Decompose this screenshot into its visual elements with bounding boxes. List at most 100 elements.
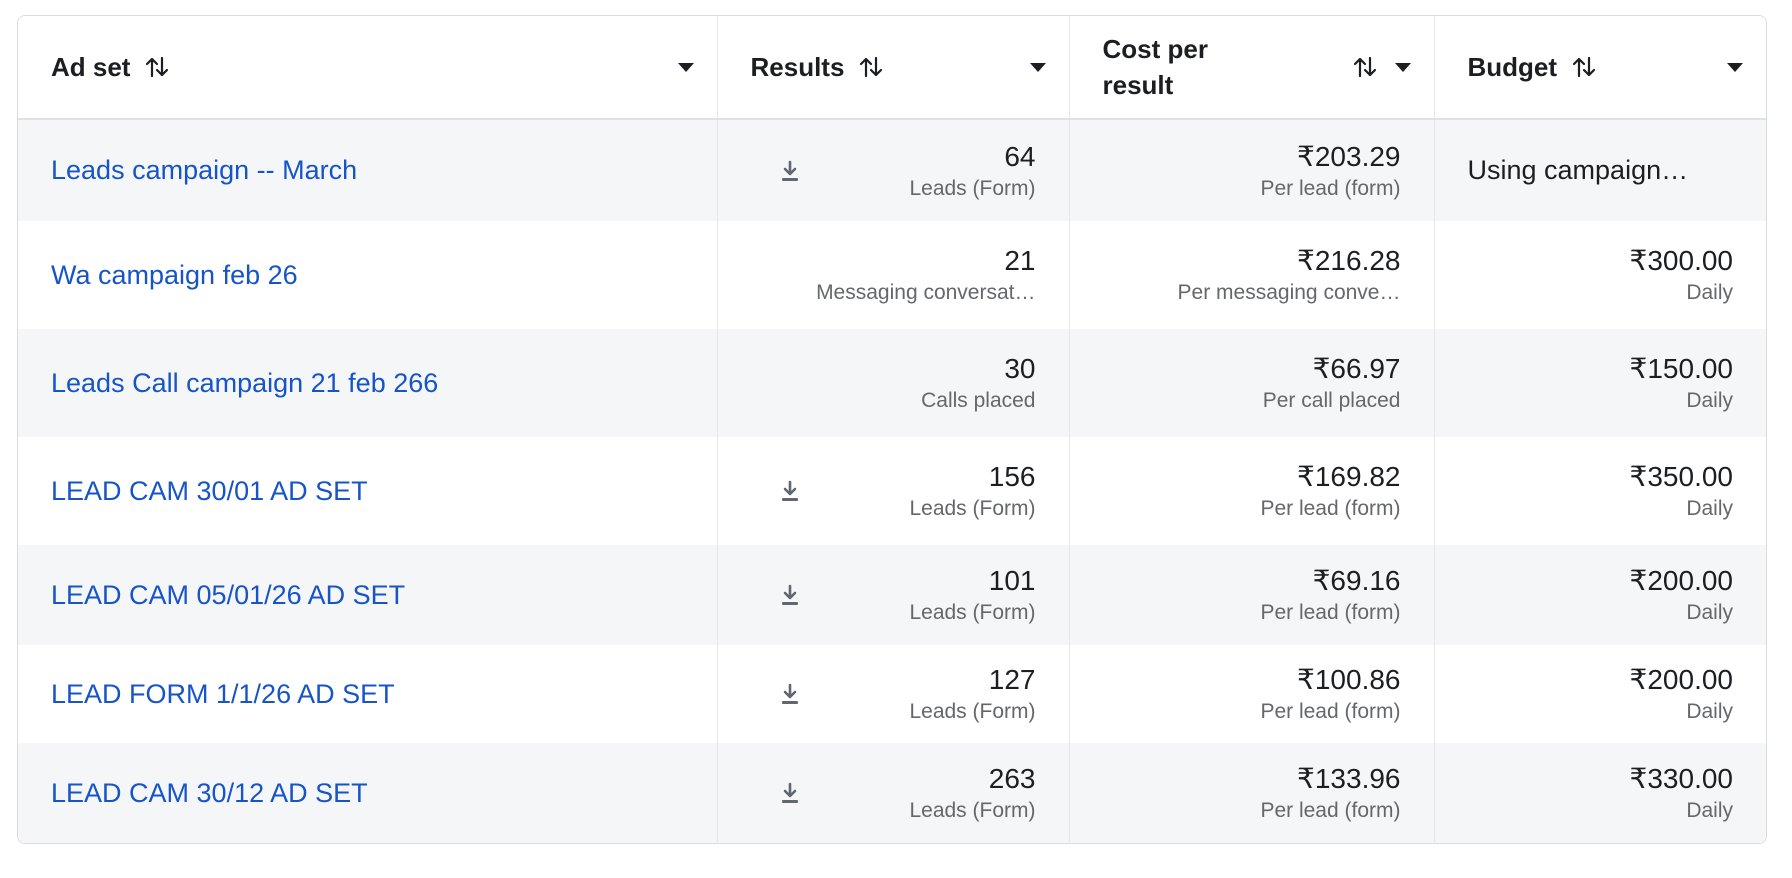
cost-cell: ₹100.86 Per lead (form) (1068, 645, 1434, 743)
cost-type: Per lead (form) (1260, 176, 1401, 200)
chevron-down-icon[interactable] (1726, 61, 1744, 73)
cost-value: ₹169.82 (1297, 461, 1401, 492)
result-type: Leads (Form) (909, 601, 1036, 624)
cost-cell: ₹69.16 Per lead (form) (1068, 545, 1434, 645)
column-header-cost-per-result[interactable]: Cost per result (1068, 16, 1434, 120)
ad-set-cell: Leads campaign -- March (18, 119, 717, 221)
cost-cell: ₹216.28 Per messaging conve… (1068, 221, 1434, 329)
column-header-results[interactable]: Results (716, 16, 1069, 120)
column-header-ad-set[interactable]: Ad set (18, 16, 717, 120)
budget-cell: Using campaign… (1433, 119, 1766, 221)
budget-value: ₹350.00 (1629, 461, 1733, 492)
table-row[interactable]: Leads Call campaign 21 feb 266 30 Calls … (18, 329, 1766, 437)
sort-icon[interactable] (1352, 54, 1378, 80)
results-cell: 64 Leads (Form) (716, 119, 1069, 221)
cost-value: ₹216.28 (1297, 245, 1401, 276)
ad-set-name-link[interactable]: Leads campaign -- March (51, 155, 358, 185)
budget-type: Daily (1686, 389, 1733, 412)
budget-cell: ₹350.00 Daily (1433, 437, 1766, 545)
cost-type: Per call placed (1262, 389, 1401, 412)
cost-cell: ₹66.97 Per call placed (1068, 329, 1434, 437)
budget-value: ₹330.00 (1629, 763, 1733, 794)
result-value: 30 (1004, 353, 1036, 384)
cost-cell: ₹133.96 Per lead (form) (1068, 743, 1434, 843)
cost-type: Per lead (form) (1260, 601, 1401, 624)
result-value: 127 (988, 664, 1036, 695)
budget-value: ₹200.00 (1629, 664, 1733, 695)
sort-icon[interactable] (144, 54, 170, 80)
chevron-down-icon[interactable] (677, 61, 695, 73)
result-value: 21 (1004, 245, 1036, 276)
cost-value: ₹203.29 (1297, 140, 1401, 172)
column-title: Ad set (51, 52, 131, 82)
ad-set-name-link[interactable]: LEAD CAM 05/01/26 AD SET (51, 579, 406, 610)
cost-cell: ₹169.82 Per lead (form) (1068, 437, 1434, 545)
results-cell: 21 Messaging conversat… (716, 221, 1069, 329)
budget-type: Daily (1686, 281, 1733, 304)
budget-type: Daily (1686, 497, 1733, 520)
download-icon[interactable] (779, 479, 801, 503)
results-cell: 30 Calls placed (716, 329, 1069, 437)
ad-set-cell: LEAD CAM 30/01 AD SET (18, 437, 717, 545)
result-type: Calls placed (921, 389, 1036, 412)
budget-value: ₹150.00 (1629, 353, 1733, 384)
cost-value: ₹100.86 (1297, 664, 1401, 695)
results-cell: 263 Leads (Form) (716, 743, 1069, 843)
ad-set-name-link[interactable]: Leads Call campaign 21 feb 266 (51, 367, 439, 398)
ad-set-cell: Leads Call campaign 21 feb 266 (18, 329, 717, 437)
budget-cell: ₹150.00 Daily (1433, 329, 1766, 437)
ad-set-cell: LEAD FORM 1/1/26 AD SET (18, 645, 717, 743)
results-cell: 101 Leads (Form) (716, 545, 1069, 645)
chevron-down-icon[interactable] (1394, 61, 1412, 73)
table-header-row: Ad set Results (18, 16, 1766, 120)
sort-icon[interactable] (858, 54, 884, 80)
download-icon[interactable] (779, 583, 801, 607)
budget-type: Daily (1686, 601, 1733, 624)
download-icon[interactable] (779, 781, 801, 805)
ad-set-cell: LEAD CAM 30/12 AD SET (18, 743, 717, 843)
chevron-down-icon[interactable] (1029, 61, 1047, 73)
cost-type: Per lead (form) (1260, 700, 1401, 723)
budget-value: ₹300.00 (1629, 245, 1733, 276)
results-cell: 127 Leads (Form) (716, 645, 1069, 743)
column-title: Results (750, 52, 845, 82)
download-icon[interactable] (779, 159, 801, 183)
table-row[interactable]: LEAD CAM 30/01 AD SET 156 Leads (Form) ₹… (18, 437, 1766, 545)
cost-type: Per lead (form) (1260, 799, 1401, 822)
ad-set-cell: LEAD CAM 05/01/26 AD SET (18, 545, 717, 645)
budget-cell: ₹330.00 Daily (1433, 743, 1766, 843)
cost-type: Per lead (form) (1260, 497, 1401, 520)
result-type: Leads (Form) (909, 700, 1036, 723)
column-title: Cost per result (1102, 34, 1208, 100)
ad-set-name-link[interactable]: LEAD FORM 1/1/26 AD SET (51, 678, 395, 709)
column-header-budget[interactable]: Budget (1433, 16, 1766, 120)
cost-type: Per messaging conve… (1177, 281, 1401, 304)
cost-value: ₹133.96 (1297, 763, 1401, 794)
cost-cell: ₹203.29 Per lead (form) (1068, 119, 1434, 221)
budget-type: Daily (1686, 799, 1733, 822)
budget-value: ₹200.00 (1629, 565, 1733, 596)
column-title: Budget (1467, 52, 1558, 82)
table-row[interactable]: LEAD CAM 05/01/26 AD SET 101 Leads (Form… (18, 545, 1766, 645)
ad-set-name-link[interactable]: Wa campaign feb 26 (51, 259, 298, 290)
ad-set-name-link[interactable]: LEAD CAM 30/01 AD SET (51, 475, 368, 506)
ad-sets-table: Ad set Results (17, 15, 1767, 844)
ad-set-name-link[interactable]: LEAD CAM 30/12 AD SET (51, 777, 368, 808)
cost-value: ₹69.16 (1312, 565, 1401, 596)
results-cell: 156 Leads (Form) (716, 437, 1069, 545)
budget-type: Daily (1686, 700, 1733, 723)
table-row[interactable]: Leads campaign -- March 64 Leads (Form) … (18, 119, 1766, 221)
result-value: 156 (988, 461, 1036, 492)
table-row[interactable]: LEAD CAM 30/12 AD SET 263 Leads (Form) ₹… (18, 743, 1766, 843)
table-row[interactable]: Wa campaign feb 26 21 Messaging conversa… (18, 221, 1766, 329)
result-type: Leads (Form) (909, 176, 1036, 200)
result-value: 64 (1004, 140, 1036, 172)
sort-icon[interactable] (1571, 54, 1597, 80)
budget-cell: ₹300.00 Daily (1433, 221, 1766, 329)
result-type: Leads (Form) (909, 497, 1036, 520)
download-icon[interactable] (779, 682, 801, 706)
table-row[interactable]: LEAD FORM 1/1/26 AD SET 127 Leads (Form)… (18, 645, 1766, 743)
budget-cell: ₹200.00 Daily (1433, 645, 1766, 743)
result-value: 263 (988, 763, 1036, 794)
budget-text: Using campaign… (1467, 155, 1689, 185)
